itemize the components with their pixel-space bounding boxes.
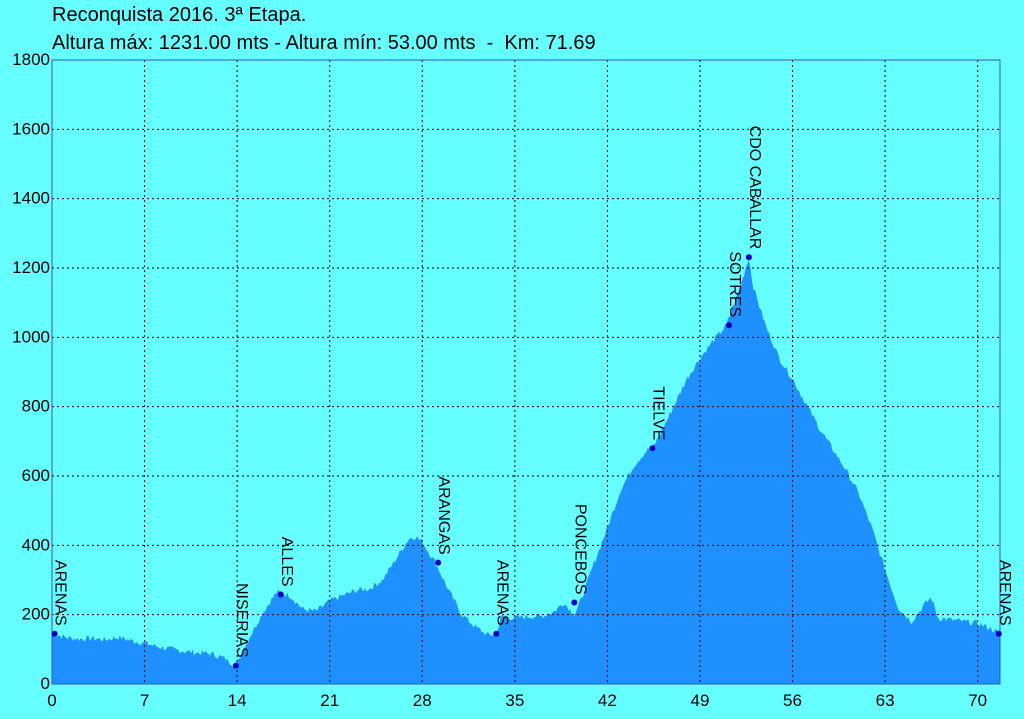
waypoint-label: ARENAS [996,560,1013,626]
waypoint-label: ALLES [278,537,295,587]
y-tick-label: 1800 [12,50,50,69]
waypoint-marker [745,254,752,261]
y-tick-label: 200 [22,605,50,624]
x-tick-label: 14 [228,691,247,710]
x-tick-label: 49 [690,691,709,710]
chart-subtitle: Altura máx: 1231.00 mts - Altura mín: 53… [52,32,596,54]
x-tick-label: 35 [505,691,524,710]
x-tick-label: 0 [47,691,56,710]
waypoint-marker [277,591,284,598]
y-tick-label: 0 [41,674,50,693]
waypoint-marker [435,559,442,566]
waypoint-label: ARENAS [493,560,510,626]
chart-title: Reconquista 2016. 3ª Etapa. [52,4,307,26]
waypoint-label: PONCEBOS [571,504,588,595]
y-tick-label: 1000 [12,327,50,346]
y-tick-label: 1200 [12,258,50,277]
y-tick-label: 400 [22,535,50,554]
x-tick-label: 70 [968,691,987,710]
waypoint-label: ARANGAS [435,476,452,554]
waypoint-label: NISERIAS [233,583,250,658]
waypoint-label: SOTRES [726,251,743,317]
x-tick-label: 21 [320,691,339,710]
waypoint-marker [51,630,58,637]
waypoint-label: CDO CABALLAR [746,126,763,250]
plot-frame [51,59,1001,685]
waypoint-label: TIELVE [649,386,666,440]
waypoint-marker [232,662,239,669]
x-tick-label: 42 [598,691,617,710]
x-tick-label: 63 [876,691,895,710]
x-tick-label: 56 [783,691,802,710]
elevation-area [52,260,1000,684]
x-tick-label: 7 [140,691,149,710]
waypoint-marker [571,599,578,606]
y-tick-label: 1600 [12,119,50,138]
waypoint-marker [726,322,733,329]
y-tick-label: 800 [22,397,50,416]
waypoint-label: ARENAS [52,560,69,626]
y-tick-label: 600 [22,466,50,485]
waypoint-marker [493,630,500,637]
y-tick-label: 1400 [12,189,50,208]
waypoint-marker [995,630,1002,637]
x-tick-label: 28 [413,691,432,710]
waypoint-marker [649,445,656,452]
